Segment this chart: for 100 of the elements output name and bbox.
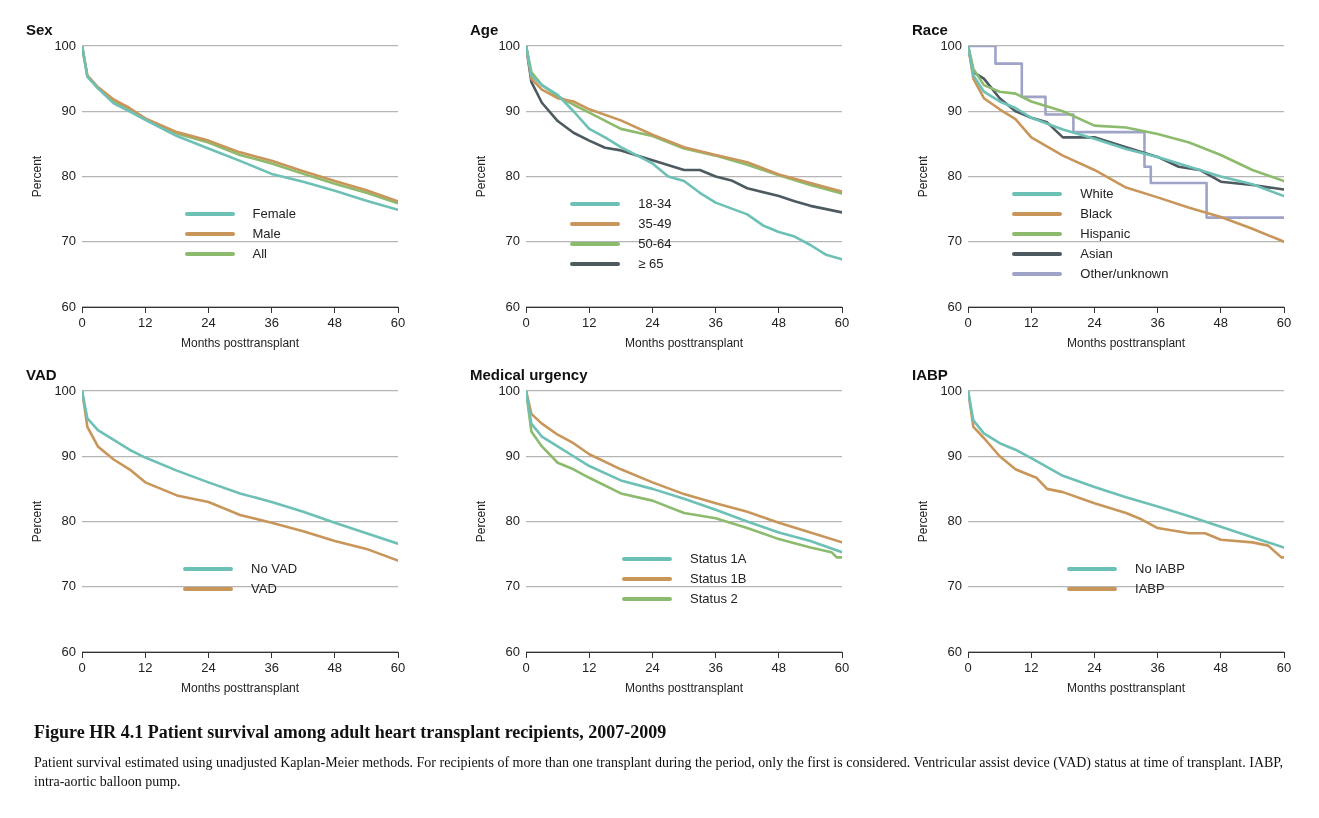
chart-title: Sex	[26, 21, 54, 39]
y-tick-label: 100	[498, 37, 521, 53]
legend-label: No IABP	[1135, 559, 1185, 578]
chart-title: IABP	[912, 366, 948, 384]
y-tick-label: 100	[54, 382, 77, 398]
x-tick-label: 24	[201, 660, 216, 676]
x-tick-label: 48	[327, 660, 343, 676]
y-tick-label: 80	[61, 168, 77, 184]
x-tick-label: 60	[1276, 660, 1292, 676]
y-tick-label: 70	[947, 578, 963, 594]
x-tick-label: 60	[834, 315, 850, 331]
x-tick-label: 0	[78, 315, 86, 331]
x-axis-title: Months posttransplant	[181, 336, 300, 351]
y-tick-label: 80	[61, 513, 77, 529]
legend-label: Male	[252, 224, 281, 243]
y-tick-label: 100	[498, 382, 521, 398]
legend-label: No VAD	[251, 559, 298, 578]
y-axis-title: Percent	[473, 500, 488, 543]
y-tick-label: 80	[505, 513, 521, 529]
y-tick-label: 80	[947, 168, 963, 184]
legend-label: Female	[252, 204, 296, 223]
y-tick-label: 60	[61, 643, 77, 659]
legend-label: Asian	[1080, 244, 1113, 263]
legend-label: Status 1A	[690, 549, 747, 568]
x-tick-label: 60	[390, 315, 406, 331]
x-tick-label: 24	[1087, 660, 1102, 676]
legend-label: Status 1B	[690, 569, 747, 588]
legend-label: Black	[1080, 204, 1113, 223]
x-tick-label: 24	[201, 315, 216, 331]
x-tick-label: 0	[78, 660, 86, 676]
x-axis-title: Months posttransplant	[1067, 681, 1186, 696]
y-tick-label: 90	[947, 102, 963, 118]
x-tick-label: 48	[1213, 660, 1229, 676]
legend-label: 18-34	[638, 194, 672, 213]
y-axis-title: Percent	[29, 500, 44, 543]
y-tick-label: 60	[61, 298, 77, 314]
y-tick-label: 80	[505, 168, 521, 184]
legend-label: ≥ 65	[638, 254, 664, 273]
x-tick-label: 48	[771, 660, 787, 676]
x-tick-label: 0	[522, 315, 530, 331]
legend-label: 35-49	[638, 214, 672, 233]
legend-label: IABP	[1135, 579, 1165, 598]
legend-label: 50-64	[638, 234, 672, 253]
legend-label: White	[1080, 184, 1114, 203]
y-tick-label: 90	[61, 102, 77, 118]
y-axis-title: Percent	[473, 155, 488, 198]
legend-label: VAD	[251, 579, 277, 598]
y-axis-title: Percent	[29, 155, 44, 198]
x-tick-label: 24	[645, 660, 660, 676]
text: Figure HR 4.1 Patient survival among adult heart transplant recipients, 2007-2009	[34, 722, 668, 743]
x-axis-title: Months posttransplant	[1067, 336, 1186, 351]
y-tick-label: 70	[61, 578, 77, 594]
chart-title: VAD	[26, 366, 57, 384]
x-tick-label: 36	[264, 660, 279, 676]
x-tick-label: 0	[964, 315, 972, 331]
x-tick-label: 0	[964, 660, 972, 676]
y-tick-label: 90	[947, 447, 963, 463]
x-tick-label: 48	[1213, 315, 1229, 331]
y-tick-label: 100	[940, 37, 963, 53]
x-tick-label: 36	[264, 315, 279, 331]
x-tick-label: 24	[645, 315, 660, 331]
x-tick-label: 12	[1024, 315, 1039, 331]
x-tick-label: 36	[1150, 315, 1165, 331]
y-tick-label: 60	[505, 643, 521, 659]
y-tick-label: 90	[505, 447, 521, 463]
y-tick-label: 80	[947, 513, 963, 529]
y-tick-label: 60	[947, 298, 963, 314]
x-tick-label: 12	[582, 660, 597, 676]
x-axis-title: Months posttransplant	[625, 681, 744, 696]
y-tick-label: 60	[505, 298, 521, 314]
x-tick-label: 36	[708, 315, 723, 331]
chart-title: Age	[470, 21, 499, 39]
y-tick-label: 70	[947, 233, 963, 249]
x-tick-label: 36	[1150, 660, 1165, 676]
y-tick-label: 90	[61, 447, 77, 463]
y-axis-title: Percent	[915, 155, 930, 198]
x-tick-label: 60	[390, 660, 406, 676]
y-tick-label: 90	[505, 102, 521, 118]
y-tick-label: 60	[947, 643, 963, 659]
x-tick-label: 60	[1276, 315, 1292, 331]
legend-label: All	[252, 244, 267, 263]
x-axis-title: Months posttransplant	[625, 336, 744, 351]
x-tick-label: 48	[327, 315, 343, 331]
x-tick-label: 12	[1024, 660, 1039, 676]
x-tick-label: 36	[708, 660, 723, 676]
x-tick-label: 24	[1087, 315, 1102, 331]
x-tick-label: 12	[582, 315, 597, 331]
y-tick-label: 100	[940, 382, 963, 398]
x-tick-label: 48	[771, 315, 787, 331]
legend-label: Status 2	[690, 589, 738, 608]
x-tick-label: 0	[522, 660, 530, 676]
y-tick-label: 70	[505, 578, 521, 594]
y-tick-label: 100	[54, 37, 77, 53]
text: Patient survival estimated using unadjusted Kaplan-Meier methods. For recipients of more than one transplant during the period, only the first is considered. Ventricular assist device (VAD) status at time of transplant. IABP, intra-aortic balloon pump.	[34, 754, 1285, 791]
x-tick-label: 12	[138, 660, 153, 676]
y-tick-label: 70	[61, 233, 77, 249]
legend-label: Other/unknown	[1080, 264, 1169, 283]
x-tick-label: 12	[138, 315, 153, 331]
chart-title: Medical urgency	[470, 366, 589, 384]
y-axis-title: Percent	[915, 500, 930, 543]
